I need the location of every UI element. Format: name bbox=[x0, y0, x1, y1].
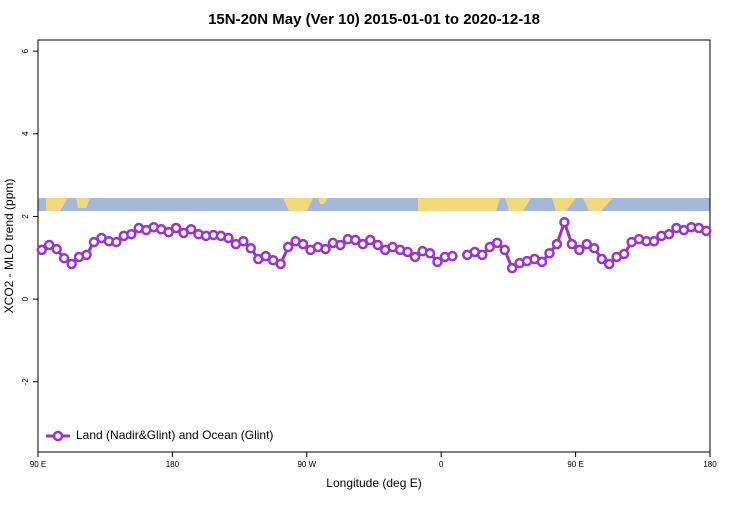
data-point bbox=[447, 250, 458, 262]
data-point bbox=[566, 238, 578, 250]
data-point bbox=[320, 243, 331, 255]
data-point bbox=[365, 234, 376, 246]
data-point bbox=[260, 250, 271, 262]
data-point bbox=[544, 247, 555, 259]
data-point bbox=[596, 253, 607, 265]
data-point bbox=[701, 225, 712, 237]
chart-title: 15N-20N May (Ver 10) 2015-01-01 to 2020-… bbox=[208, 11, 540, 28]
data-point bbox=[43, 239, 55, 251]
plot-frame bbox=[37, 39, 711, 453]
data-point bbox=[536, 256, 548, 268]
legend-label: Land (Nadir&Glint) and Ocean (Glint) bbox=[76, 428, 273, 442]
data-point bbox=[297, 238, 309, 250]
x-tick-label: 180 bbox=[166, 460, 180, 469]
data-point bbox=[81, 249, 92, 261]
data-point bbox=[618, 248, 630, 260]
data-point bbox=[163, 226, 174, 238]
data-point bbox=[372, 239, 383, 251]
data-point bbox=[477, 249, 488, 261]
data-point bbox=[223, 232, 234, 244]
data-point bbox=[581, 238, 593, 250]
data-point bbox=[126, 228, 137, 240]
x-tick-label: 180 bbox=[703, 460, 717, 469]
y-tick-label: 0 bbox=[21, 296, 30, 301]
data-point bbox=[51, 243, 62, 255]
x-tick-label: 0 bbox=[439, 460, 444, 469]
data-point bbox=[491, 237, 503, 249]
data-point bbox=[663, 228, 675, 240]
data-point bbox=[282, 241, 294, 253]
map-land bbox=[46, 198, 613, 211]
data-point bbox=[603, 258, 615, 270]
data-point bbox=[275, 258, 286, 270]
y-tick-label: 6 bbox=[21, 48, 30, 53]
data-point bbox=[402, 246, 413, 258]
y-tick-label: 4 bbox=[21, 131, 30, 136]
data-point bbox=[111, 236, 122, 248]
x-tick-label: 90 E bbox=[30, 460, 46, 469]
map-strip bbox=[38, 198, 710, 211]
data-point bbox=[432, 256, 443, 268]
data-point bbox=[648, 235, 660, 247]
data-point bbox=[185, 224, 197, 235]
y-tick-label: 2 bbox=[21, 214, 30, 219]
data-point bbox=[559, 216, 570, 228]
data-point bbox=[36, 244, 47, 256]
y-tick-label: -2 bbox=[21, 378, 30, 386]
map-ocean bbox=[38, 198, 710, 211]
data-point bbox=[88, 236, 100, 248]
data-point bbox=[350, 234, 361, 246]
x-tick-label: 90 W bbox=[297, 460, 316, 469]
y-axis-label: XCO2 - MLO trend (ppm) bbox=[2, 179, 16, 314]
data-point bbox=[170, 222, 182, 234]
data-point bbox=[574, 244, 585, 256]
data-point bbox=[409, 251, 421, 263]
data-point bbox=[424, 247, 436, 259]
x-tick-label: 90 E bbox=[567, 460, 583, 469]
legend-swatch-marker bbox=[52, 430, 64, 442]
data-point bbox=[245, 243, 257, 254]
data-point bbox=[58, 252, 70, 264]
data-point bbox=[484, 241, 495, 253]
data-point bbox=[589, 243, 600, 254]
data-point bbox=[506, 262, 518, 274]
data-point bbox=[66, 258, 77, 270]
data-point bbox=[499, 244, 510, 256]
data-point bbox=[335, 239, 346, 251]
x-axis-label: Longitude (deg E) bbox=[326, 476, 421, 490]
data-point bbox=[551, 238, 563, 250]
data-point bbox=[357, 238, 369, 250]
data-point bbox=[238, 235, 249, 247]
